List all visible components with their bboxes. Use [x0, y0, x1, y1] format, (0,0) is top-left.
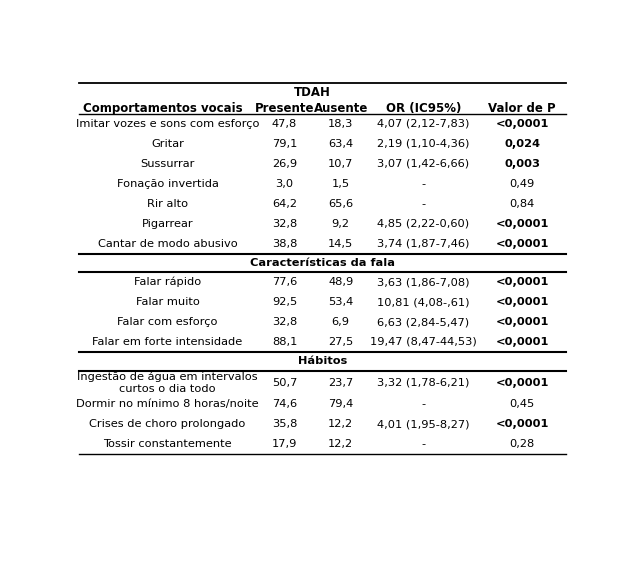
- Text: 79,4: 79,4: [328, 399, 353, 409]
- Text: 2,19 (1,10-4,36): 2,19 (1,10-4,36): [377, 139, 470, 149]
- Text: 12,2: 12,2: [328, 419, 353, 430]
- Text: 12,2: 12,2: [328, 439, 353, 449]
- Text: <0,0001: <0,0001: [496, 218, 549, 229]
- Text: 65,6: 65,6: [328, 199, 353, 209]
- Text: 0,024: 0,024: [504, 139, 540, 149]
- Text: Hábitos: Hábitos: [298, 356, 347, 367]
- Text: 38,8: 38,8: [272, 239, 298, 249]
- Text: <0,0001: <0,0001: [496, 239, 549, 249]
- Text: <0,0001: <0,0001: [496, 317, 549, 327]
- Text: Características da fala: Características da fala: [250, 258, 395, 268]
- Text: 4,85 (2,22-0,60): 4,85 (2,22-0,60): [377, 218, 470, 229]
- Text: 4,07 (2,12-7,83): 4,07 (2,12-7,83): [377, 119, 470, 129]
- Text: 9,2: 9,2: [331, 218, 350, 229]
- Text: Comportamentos vocais: Comportamentos vocais: [82, 102, 242, 115]
- Text: 3,63 (1,86-7,08): 3,63 (1,86-7,08): [377, 277, 470, 287]
- Text: -: -: [421, 439, 426, 449]
- Text: 3,07 (1,42-6,66): 3,07 (1,42-6,66): [377, 159, 470, 169]
- Text: <0,0001: <0,0001: [496, 378, 549, 387]
- Text: 18,3: 18,3: [328, 119, 353, 129]
- Text: Pigarrear: Pigarrear: [142, 218, 193, 229]
- Text: OR (IC95%): OR (IC95%): [386, 102, 461, 115]
- Text: 27,5: 27,5: [328, 337, 353, 347]
- Text: <0,0001: <0,0001: [496, 277, 549, 287]
- Text: 32,8: 32,8: [272, 218, 298, 229]
- Text: Valor de P: Valor de P: [488, 102, 556, 115]
- Text: 32,8: 32,8: [272, 317, 298, 327]
- Text: -: -: [421, 199, 426, 209]
- Text: Falar com esforço: Falar com esforço: [118, 317, 218, 327]
- Text: 0,84: 0,84: [509, 199, 535, 209]
- Text: 50,7: 50,7: [272, 378, 298, 387]
- Text: Imitar vozes e sons com esforço: Imitar vozes e sons com esforço: [76, 119, 259, 129]
- Text: Sussurrar: Sussurrar: [140, 159, 195, 169]
- Text: 10,81 (4,08-,61): 10,81 (4,08-,61): [377, 297, 470, 307]
- Text: Cantar de modo abusivo: Cantar de modo abusivo: [97, 239, 238, 249]
- Text: 17,9: 17,9: [272, 439, 298, 449]
- Text: 4,01 (1,95-8,27): 4,01 (1,95-8,27): [377, 419, 470, 430]
- Text: 64,2: 64,2: [272, 199, 297, 209]
- Text: Falar muito: Falar muito: [136, 297, 199, 307]
- Text: 92,5: 92,5: [272, 297, 298, 307]
- Text: Ingestão de água em intervalos
curtos o dia todo: Ingestão de água em intervalos curtos o …: [77, 372, 258, 394]
- Text: Presente: Presente: [255, 102, 314, 115]
- Text: 23,7: 23,7: [328, 378, 353, 387]
- Text: <0,0001: <0,0001: [496, 297, 549, 307]
- Text: 74,6: 74,6: [272, 399, 297, 409]
- Text: 0,49: 0,49: [509, 178, 535, 189]
- Text: 0,45: 0,45: [509, 399, 535, 409]
- Text: Crises de choro prolongado: Crises de choro prolongado: [89, 419, 246, 430]
- Text: Tossir constantemente: Tossir constantemente: [103, 439, 232, 449]
- Text: 1,5: 1,5: [331, 178, 350, 189]
- Text: 48,9: 48,9: [328, 277, 353, 287]
- Text: 3,74 (1,87-7,46): 3,74 (1,87-7,46): [377, 239, 470, 249]
- Text: Falar em forte intensidade: Falar em forte intensidade: [92, 337, 243, 347]
- Text: <0,0001: <0,0001: [496, 119, 549, 129]
- Text: 0,28: 0,28: [509, 439, 535, 449]
- Text: 77,6: 77,6: [272, 277, 298, 287]
- Text: 47,8: 47,8: [272, 119, 298, 129]
- Text: 10,7: 10,7: [328, 159, 353, 169]
- Text: 53,4: 53,4: [328, 297, 353, 307]
- Text: <0,0001: <0,0001: [496, 419, 549, 430]
- Text: Dormir no mínimo 8 horas/noite: Dormir no mínimo 8 horas/noite: [76, 399, 259, 409]
- Text: 79,1: 79,1: [272, 139, 298, 149]
- Text: Ausente: Ausente: [313, 102, 368, 115]
- Text: 3,32 (1,78-6,21): 3,32 (1,78-6,21): [377, 378, 470, 387]
- Text: 88,1: 88,1: [272, 337, 298, 347]
- Text: Falar rápido: Falar rápido: [134, 277, 201, 287]
- Text: 35,8: 35,8: [272, 419, 298, 430]
- Text: 6,63 (2,84-5,47): 6,63 (2,84-5,47): [377, 317, 470, 327]
- Text: TDAH: TDAH: [294, 86, 331, 99]
- Text: 0,003: 0,003: [504, 159, 540, 169]
- Text: Rir alto: Rir alto: [147, 199, 188, 209]
- Text: 6,9: 6,9: [331, 317, 350, 327]
- Text: <0,0001: <0,0001: [496, 337, 549, 347]
- Text: 26,9: 26,9: [272, 159, 297, 169]
- Text: 3,0: 3,0: [276, 178, 294, 189]
- Text: 14,5: 14,5: [328, 239, 353, 249]
- Text: -: -: [421, 178, 426, 189]
- Text: 19,47 (8,47-44,53): 19,47 (8,47-44,53): [370, 337, 477, 347]
- Text: 63,4: 63,4: [328, 139, 353, 149]
- Text: Gritar: Gritar: [151, 139, 184, 149]
- Text: -: -: [421, 399, 426, 409]
- Text: Fonação invertida: Fonação invertida: [116, 178, 218, 189]
